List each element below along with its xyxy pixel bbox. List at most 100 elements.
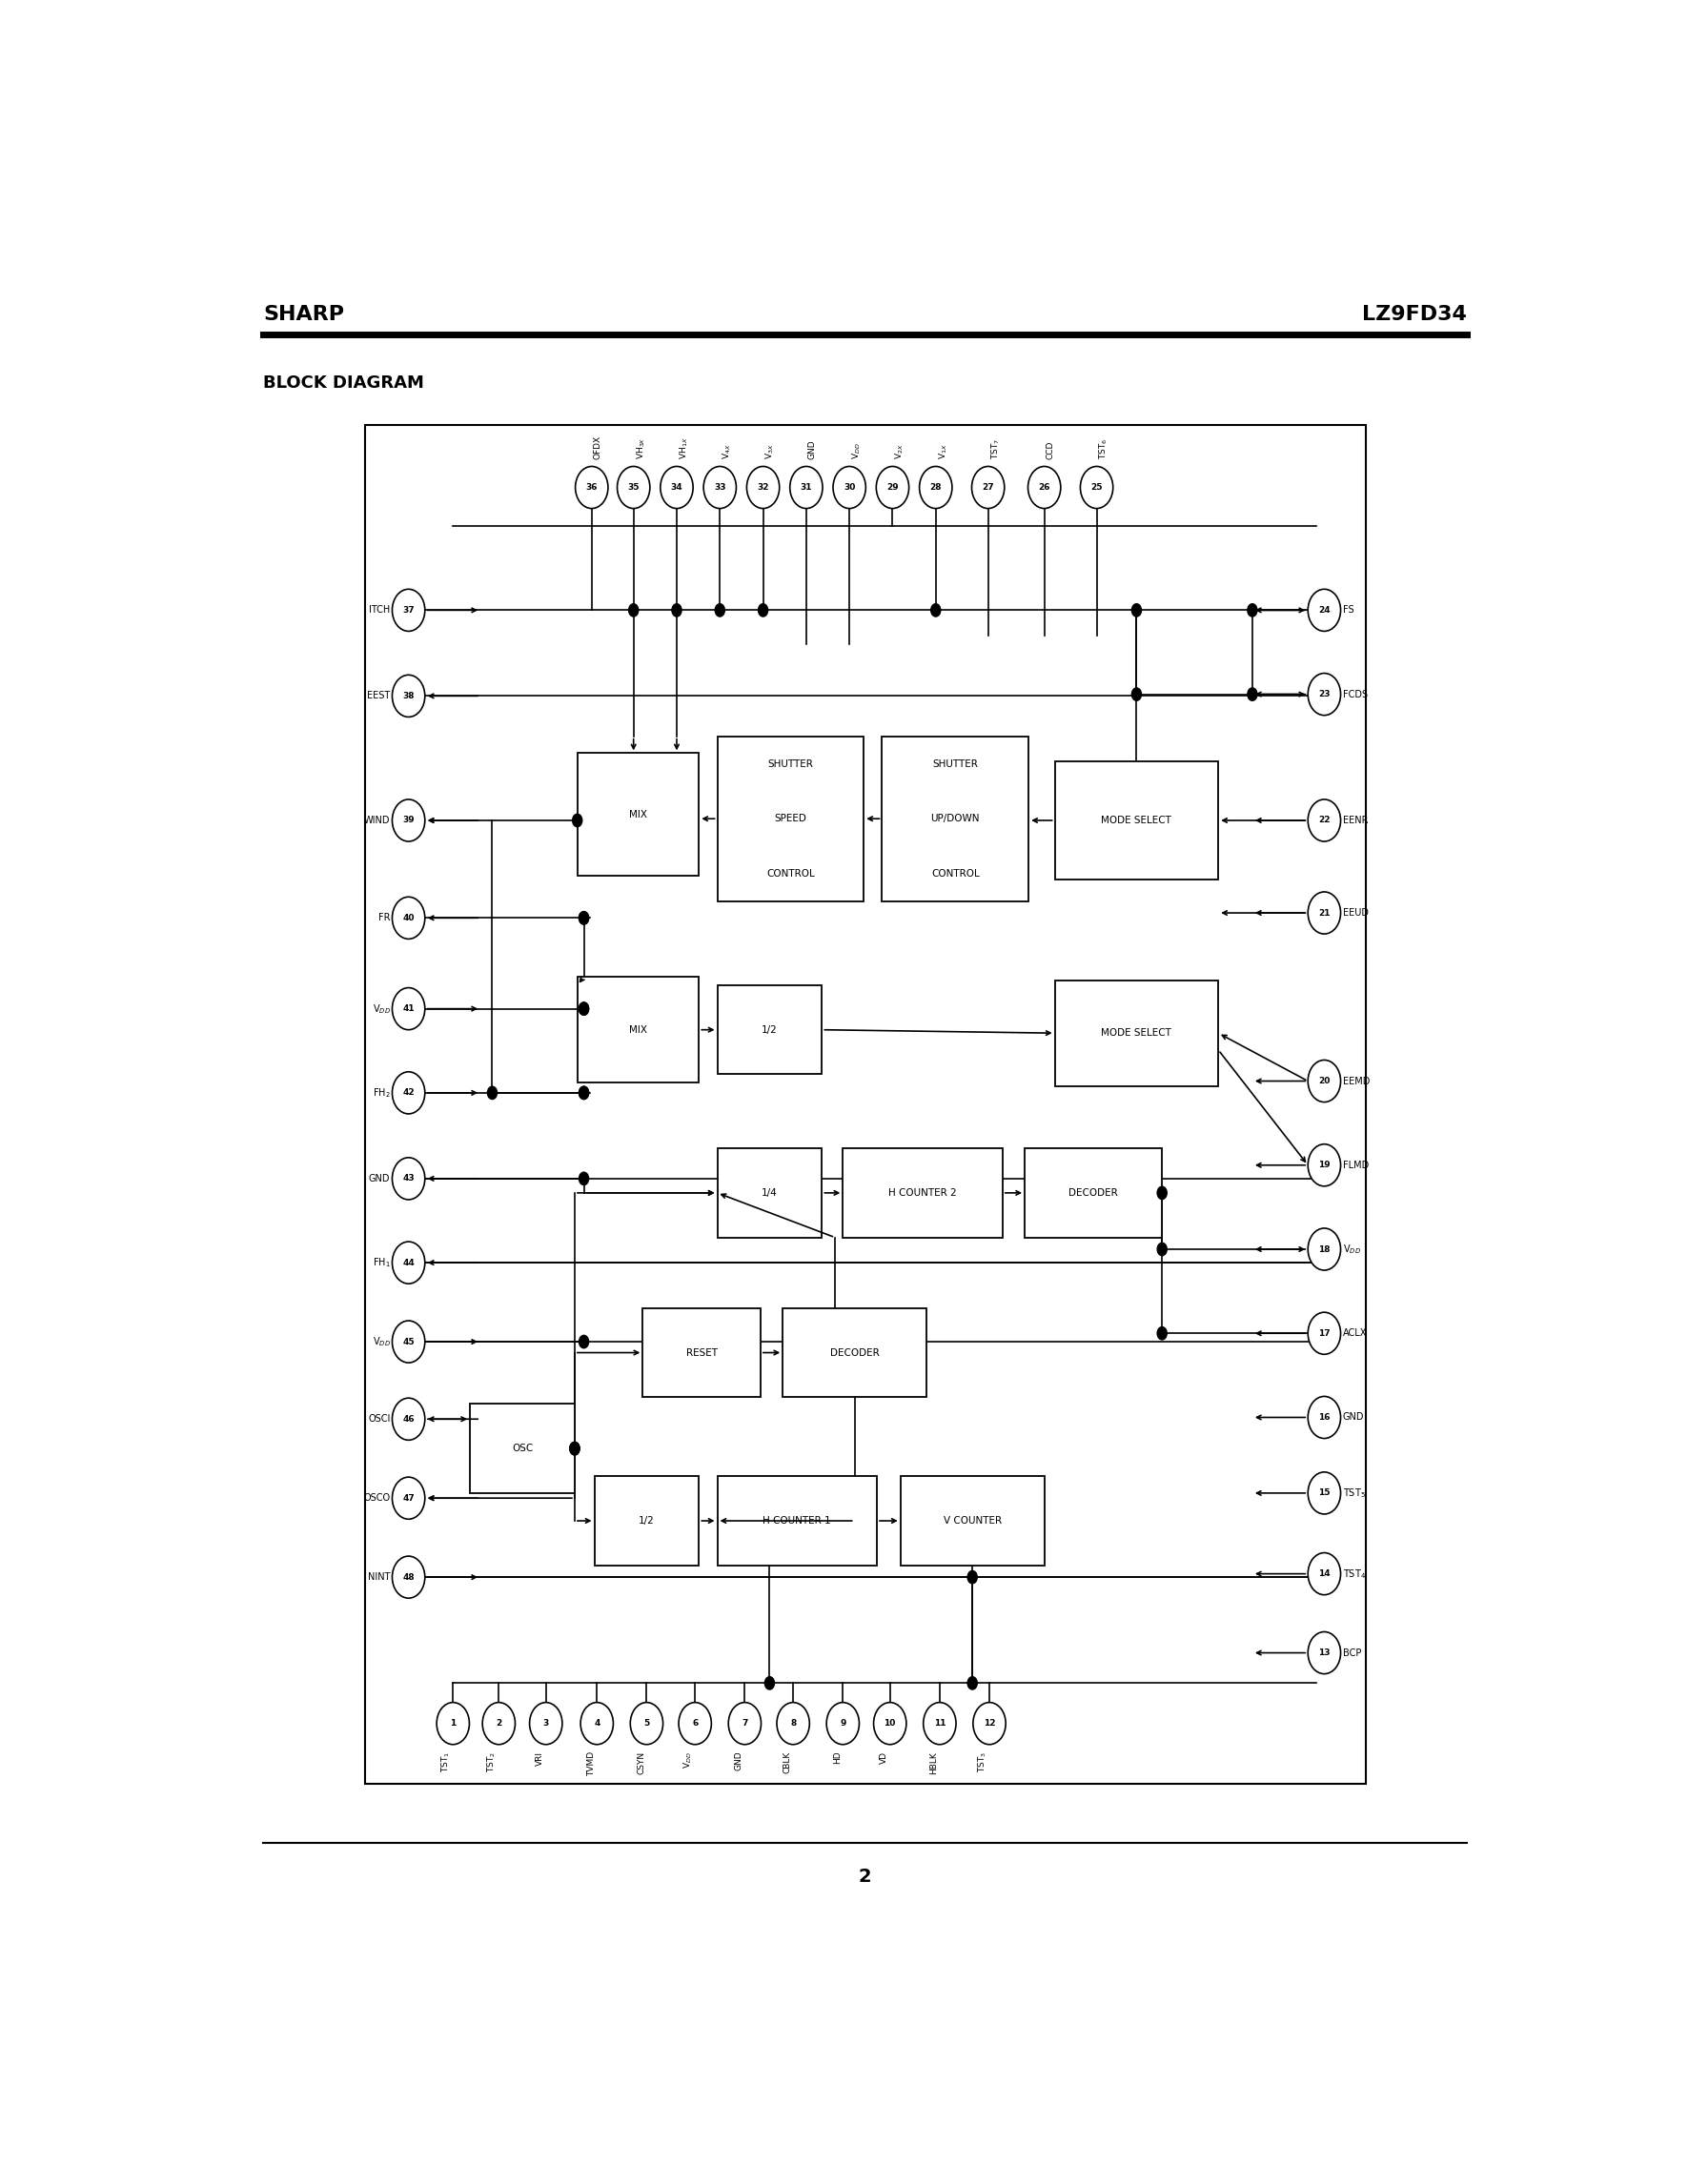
- Circle shape: [1080, 467, 1112, 509]
- Text: FCDS: FCDS: [1342, 690, 1367, 699]
- Text: 22: 22: [1318, 817, 1330, 826]
- Text: TST$_4$: TST$_4$: [1342, 1568, 1366, 1581]
- Text: VRI: VRI: [537, 1752, 545, 1765]
- Circle shape: [437, 1704, 469, 1745]
- Text: 27: 27: [982, 483, 994, 491]
- Text: 16: 16: [1318, 1413, 1330, 1422]
- Text: 24: 24: [1318, 605, 1330, 614]
- Text: SHUTTER: SHUTTER: [768, 760, 814, 769]
- Text: HD: HD: [832, 1752, 842, 1765]
- Text: RESET: RESET: [685, 1348, 717, 1358]
- FancyBboxPatch shape: [577, 753, 699, 876]
- Text: 33: 33: [714, 483, 726, 491]
- FancyBboxPatch shape: [783, 1308, 927, 1398]
- Circle shape: [704, 467, 736, 509]
- Text: 15: 15: [1318, 1489, 1330, 1498]
- Circle shape: [1308, 1144, 1340, 1186]
- Text: TST$_2$: TST$_2$: [486, 1752, 498, 1773]
- Text: 8: 8: [790, 1719, 797, 1728]
- Text: 37: 37: [402, 605, 415, 614]
- Circle shape: [581, 1704, 613, 1745]
- Text: V$_{DD}$: V$_{DD}$: [851, 443, 863, 459]
- Text: UP/DOWN: UP/DOWN: [930, 815, 981, 823]
- Circle shape: [576, 467, 608, 509]
- FancyBboxPatch shape: [577, 976, 699, 1083]
- Text: CBLK: CBLK: [783, 1752, 792, 1773]
- Circle shape: [569, 1441, 581, 1455]
- Text: 9: 9: [841, 1719, 846, 1728]
- Text: H COUNTER 1: H COUNTER 1: [763, 1516, 830, 1527]
- Circle shape: [392, 1476, 425, 1520]
- Text: OSCO: OSCO: [363, 1494, 390, 1503]
- Text: 3: 3: [544, 1719, 549, 1728]
- FancyBboxPatch shape: [1055, 762, 1219, 880]
- Circle shape: [876, 467, 908, 509]
- Text: CONTROL: CONTROL: [932, 869, 979, 878]
- Text: 30: 30: [844, 483, 856, 491]
- Text: 1/2: 1/2: [761, 1024, 778, 1035]
- Text: FLMD: FLMD: [1342, 1160, 1369, 1171]
- Circle shape: [392, 1072, 425, 1114]
- Circle shape: [569, 1441, 581, 1455]
- Text: MODE SELECT: MODE SELECT: [1101, 1029, 1171, 1037]
- Text: 25: 25: [1090, 483, 1102, 491]
- Text: FS: FS: [1342, 605, 1354, 616]
- Text: TST$_7$: TST$_7$: [989, 439, 1001, 459]
- Text: FR: FR: [378, 913, 390, 922]
- Text: 1: 1: [451, 1719, 456, 1728]
- Text: V$_{DD}$: V$_{DD}$: [1342, 1243, 1361, 1256]
- Circle shape: [1308, 1227, 1340, 1271]
- Text: EEMD: EEMD: [1342, 1077, 1369, 1085]
- Circle shape: [1308, 1553, 1340, 1594]
- Text: MIX: MIX: [630, 1024, 647, 1035]
- Circle shape: [392, 675, 425, 716]
- Circle shape: [630, 1704, 663, 1745]
- Text: DECODER: DECODER: [1069, 1188, 1117, 1197]
- Text: 35: 35: [628, 483, 640, 491]
- Text: 32: 32: [758, 483, 770, 491]
- Circle shape: [569, 1441, 581, 1455]
- Text: GND: GND: [734, 1752, 743, 1771]
- FancyBboxPatch shape: [900, 1476, 1045, 1566]
- Text: SPEED: SPEED: [775, 815, 807, 823]
- Text: 42: 42: [402, 1088, 415, 1096]
- Circle shape: [1308, 590, 1340, 631]
- Text: 2: 2: [859, 1867, 871, 1885]
- Text: TST$_6$: TST$_6$: [1097, 439, 1111, 459]
- Circle shape: [874, 1704, 906, 1745]
- Text: EENR: EENR: [1342, 815, 1367, 826]
- Circle shape: [776, 1704, 810, 1745]
- Text: 2: 2: [496, 1719, 501, 1728]
- FancyBboxPatch shape: [643, 1308, 761, 1398]
- Text: 7: 7: [741, 1719, 748, 1728]
- Circle shape: [967, 1570, 977, 1583]
- Text: 6: 6: [692, 1719, 699, 1728]
- Text: CCD: CCD: [1045, 441, 1055, 459]
- FancyBboxPatch shape: [717, 985, 822, 1075]
- Circle shape: [628, 603, 640, 618]
- Text: 26: 26: [1038, 483, 1050, 491]
- Circle shape: [618, 467, 650, 509]
- Text: 45: 45: [402, 1337, 415, 1345]
- Text: FH$_2$: FH$_2$: [373, 1085, 390, 1099]
- Circle shape: [579, 911, 589, 926]
- Circle shape: [392, 987, 425, 1031]
- FancyBboxPatch shape: [842, 1149, 1003, 1238]
- FancyBboxPatch shape: [717, 1149, 822, 1238]
- Circle shape: [579, 1334, 589, 1350]
- Text: EEUD: EEUD: [1342, 909, 1369, 917]
- Circle shape: [1247, 688, 1258, 701]
- Text: OSCI: OSCI: [368, 1415, 390, 1424]
- Text: FH$_1$: FH$_1$: [373, 1256, 390, 1269]
- Circle shape: [392, 1398, 425, 1439]
- FancyBboxPatch shape: [594, 1476, 699, 1566]
- Circle shape: [392, 1557, 425, 1599]
- Text: MIX: MIX: [630, 810, 647, 819]
- Circle shape: [1308, 891, 1340, 935]
- Circle shape: [1156, 1186, 1168, 1199]
- Text: 34: 34: [670, 483, 682, 491]
- Text: 47: 47: [402, 1494, 415, 1503]
- Text: TST$_1$: TST$_1$: [441, 1752, 452, 1773]
- Text: 10: 10: [885, 1719, 896, 1728]
- FancyBboxPatch shape: [883, 736, 1028, 902]
